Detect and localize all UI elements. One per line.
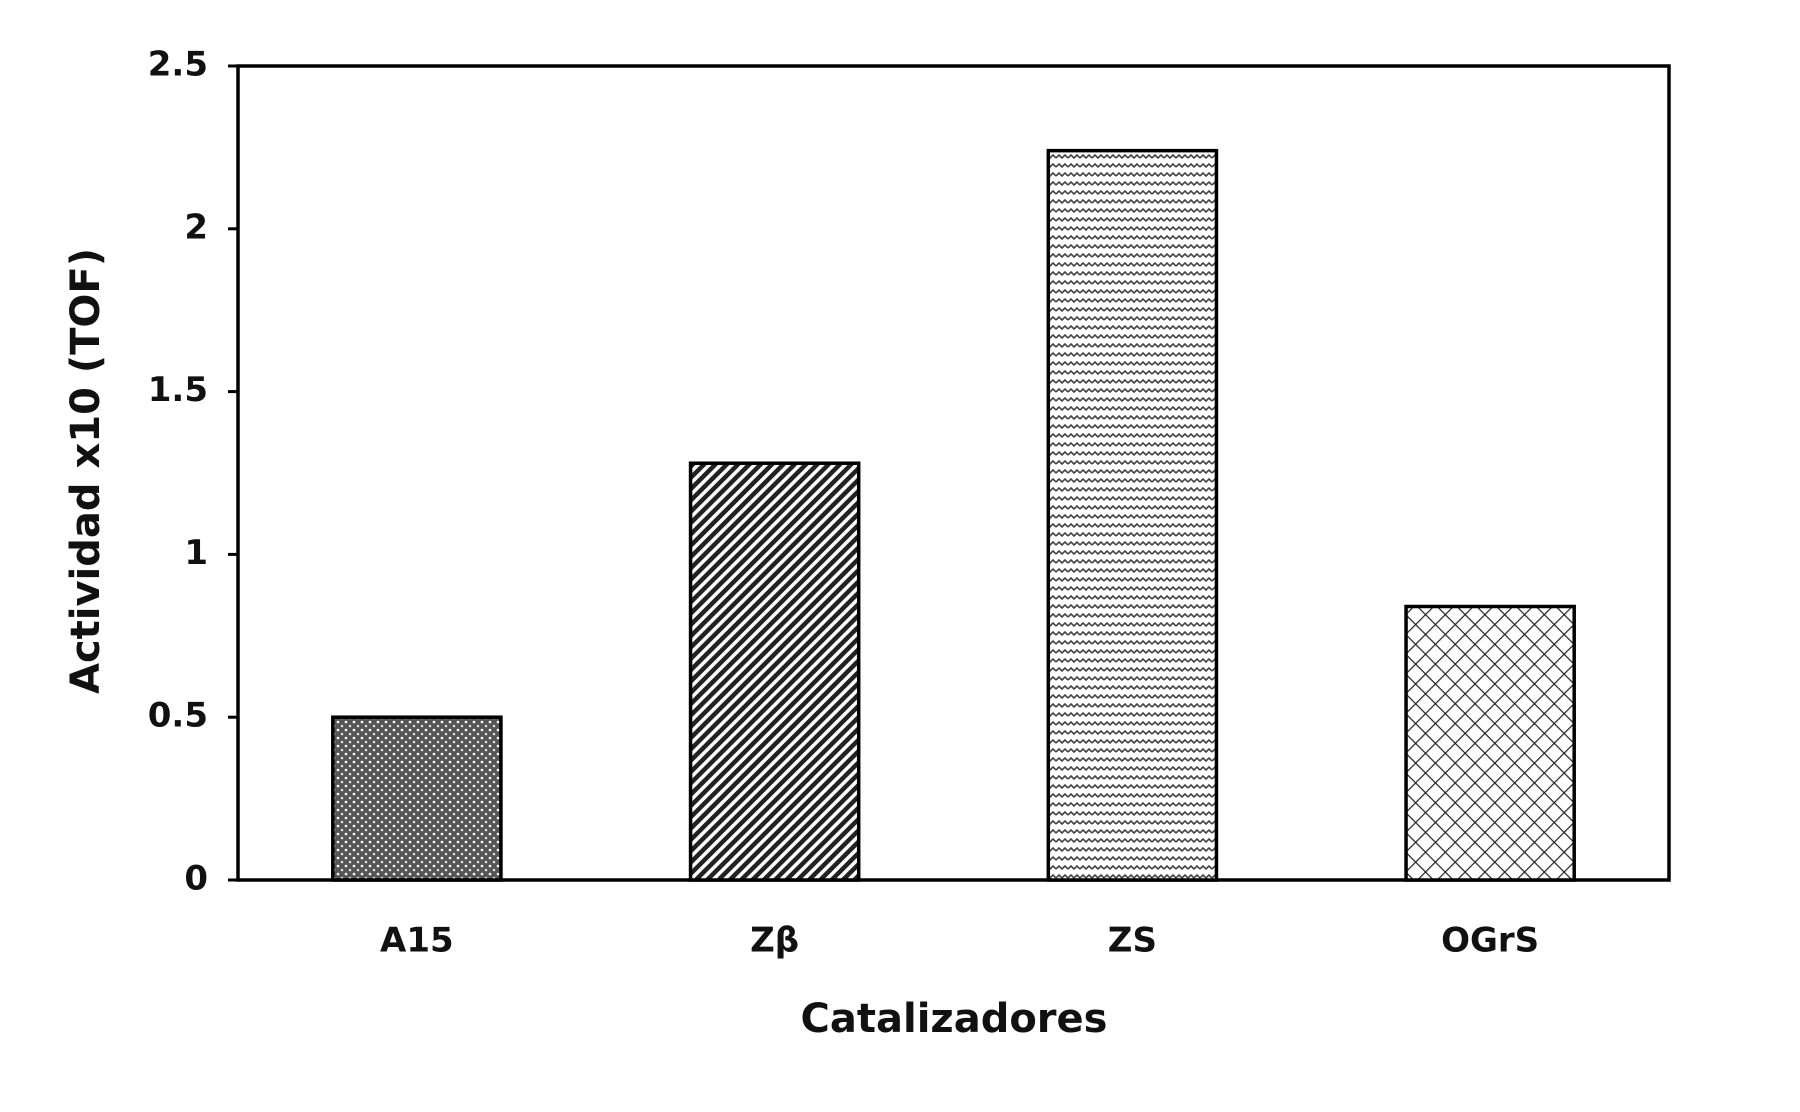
bar <box>688 461 861 882</box>
bar <box>1046 148 1219 882</box>
y-tick-label: 0 <box>184 859 208 899</box>
bar <box>331 715 503 882</box>
y-tick-label: 2 <box>184 207 208 247</box>
x-tick-label: A15 <box>380 921 454 961</box>
plot-frame <box>236 64 1671 882</box>
x-tick-label: ZS <box>1108 921 1157 961</box>
y-tick-label: 1.5 <box>148 370 208 410</box>
x-tick-label: Zβ <box>750 921 799 961</box>
bar <box>1404 604 1576 882</box>
x-axis-title: Catalizadores <box>801 996 1108 1042</box>
y-axis-title: Actividad x10 (TOF) <box>63 248 109 694</box>
y-tick-label: 0.5 <box>148 696 208 736</box>
x-tick-label: OGrS <box>1441 921 1539 961</box>
y-tick-label: 2.5 <box>148 45 208 85</box>
y-tick-label: 1 <box>184 533 208 573</box>
